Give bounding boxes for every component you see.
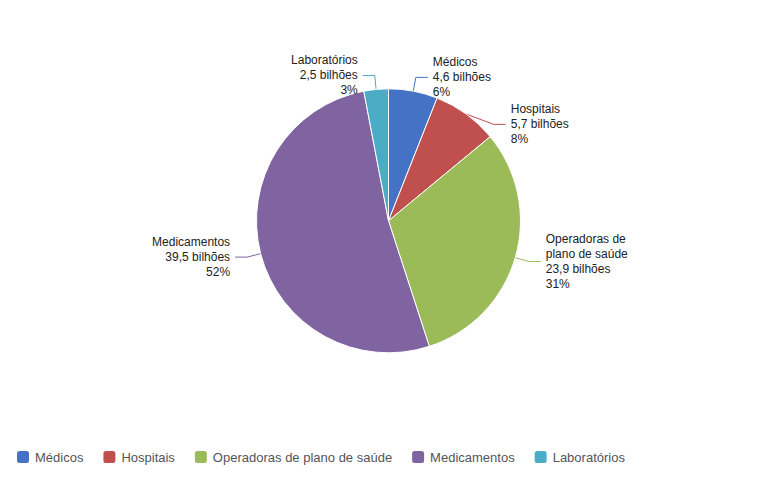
svg-text:2,5 bilhões: 2,5 bilhões xyxy=(300,68,358,82)
svg-text:Hospitais: Hospitais xyxy=(511,102,560,116)
svg-text:23,9 bilhões: 23,9 bilhões xyxy=(546,262,611,276)
svg-text:Medicamentos: Medicamentos xyxy=(152,235,230,249)
svg-text:3%: 3% xyxy=(340,83,358,97)
svg-text:Operadoras de plano de saúde: Operadoras de plano de saúde xyxy=(213,450,392,465)
svg-text:Laboratórios: Laboratórios xyxy=(553,450,626,465)
svg-text:Operadoras de: Operadoras de xyxy=(546,232,626,246)
svg-text:52%: 52% xyxy=(206,265,230,279)
svg-text:8%: 8% xyxy=(511,132,529,146)
svg-text:Médicos: Médicos xyxy=(433,55,478,69)
svg-text:Medicamentos: Medicamentos xyxy=(430,450,515,465)
svg-text:Laboratórios: Laboratórios xyxy=(291,53,358,67)
svg-text:plano de saúde: plano de saúde xyxy=(546,247,628,261)
svg-text:4,6 bilhões: 4,6 bilhões xyxy=(433,70,491,84)
svg-text:6%: 6% xyxy=(433,85,451,99)
svg-text:Médicos: Médicos xyxy=(35,450,84,465)
svg-text:Hospitais: Hospitais xyxy=(121,450,175,465)
svg-text:39,5 bilhões: 39,5 bilhões xyxy=(165,250,230,264)
svg-text:31%: 31% xyxy=(546,277,570,291)
svg-text:5,7 bilhões: 5,7 bilhões xyxy=(511,117,569,131)
